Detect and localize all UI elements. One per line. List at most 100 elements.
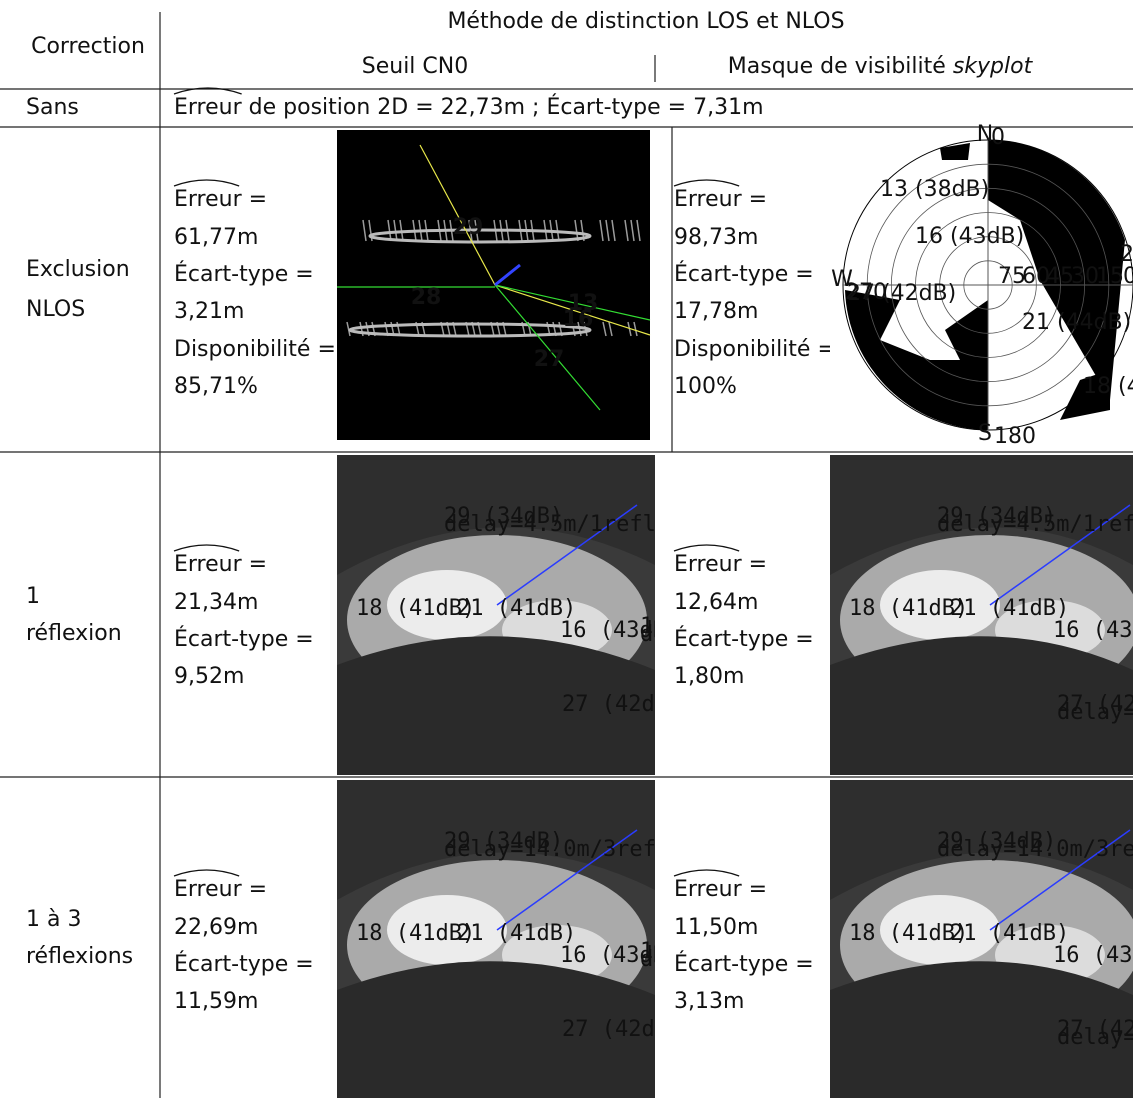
skyplot-satellite: 29 ( <box>1120 242 1133 267</box>
skyplot-satellite: 13 (38dB) <box>880 177 989 202</box>
fisheye-cloud <box>387 895 507 965</box>
fisheye-label: 27 (42dB) <box>1057 1017 1133 1042</box>
image-streak <box>599 219 604 242</box>
skyplot-satellite: 27 (42dB) <box>847 281 956 306</box>
row-label: réflexions <box>26 944 133 969</box>
cell-text: 12,64m <box>674 590 758 615</box>
cell-text: Erreur = <box>174 552 267 577</box>
image-label: 13 <box>568 291 599 316</box>
fisheye-label: delay <box>640 622 706 647</box>
fisheye-label: 21 (41dB) <box>950 921 1069 946</box>
cell-text: 9,52m <box>174 664 244 689</box>
fisheye-label: 29 (34dB) <box>937 504 1056 529</box>
fisheye-label: 13 <box>640 614 667 639</box>
fisheye-label: 18 (41dB) <box>356 596 475 621</box>
fisheye-building <box>830 636 1133 775</box>
fisheye-label: 21 (41dB) <box>457 596 576 621</box>
fisheye-label: 21 (41dB) <box>950 596 1069 621</box>
fisheye-label: 18 (41dB) <box>849 596 968 621</box>
cell-text: 17,78m <box>674 299 758 324</box>
image-ray <box>494 284 651 336</box>
fisheye-label: 13 <box>640 939 667 964</box>
row-label: 1 à 3 <box>26 907 81 932</box>
fisheye-image: 29 (34dB)delay=14.0m/3refl. 18 (41dB)21 (… <box>337 780 682 1098</box>
skyplot-mask <box>940 143 970 160</box>
cell-text: 21,34m <box>174 590 258 615</box>
fisheye-label: delay=14.0m/3refl. <box>937 837 1133 862</box>
fisheye-image: 29 (34dB)delay=14.0m/3refl. 18 (41dB)21 (… <box>830 780 1133 1098</box>
image-streak <box>605 219 610 242</box>
fisheye-label: 27 (42dB) <box>562 692 681 717</box>
header-skyplot: Masque de visibilité skyplot <box>728 54 1034 79</box>
fisheye-building <box>337 455 655 575</box>
fisheye-building <box>337 636 655 775</box>
wide-hat <box>673 869 740 877</box>
skyplot-ring-label: 15 <box>1096 264 1124 289</box>
image-ray <box>419 144 496 286</box>
skyplot-compass: S <box>978 421 992 446</box>
cell-text: 98,73m <box>674 225 758 250</box>
fisheye-label: delay=8.5m/1re <box>1057 700 1133 725</box>
image-label: 29 <box>453 215 484 240</box>
image-label: 27 <box>534 347 565 372</box>
fisheye-label: 18 (41dB) <box>356 921 475 946</box>
header-correction: Correction <box>31 34 145 59</box>
cell-text: 100% <box>674 374 737 399</box>
cell-text: Erreur = <box>674 877 767 902</box>
fisheye-image: 29 (34dB)delay=4.5m/1refl. 18 (41dB)21 (4… <box>830 455 1133 775</box>
skyplot-satellite: 18 (41dB <box>1083 374 1133 399</box>
skyplot-ring-label: 30 <box>1071 264 1099 289</box>
row-label: NLOS <box>26 297 85 322</box>
fisheye-label: delay=4.5m/1refl. <box>444 512 669 537</box>
fisheye-label: 29 (34dB) <box>937 829 1056 854</box>
cell-text: 61,77m <box>174 225 258 250</box>
skyplot-compass: N <box>977 122 993 147</box>
fisheye-label: 16 (43dB) <box>560 943 679 968</box>
fisheye-label: 16 (43dB) <box>1053 618 1133 643</box>
image-ray <box>494 284 601 411</box>
image-streak <box>608 321 613 337</box>
header-method: Méthode de distinction LOS et NLOS <box>447 9 844 34</box>
fisheye-label: delay=14.0m/3refl. <box>444 837 682 862</box>
wide-hat <box>173 869 240 877</box>
image-streak <box>636 219 641 242</box>
fisheye-ray <box>496 504 638 606</box>
image-streak <box>602 321 607 337</box>
skyplot-degree: 270 <box>845 280 887 305</box>
header-cn0: Seuil CN0 <box>362 54 468 79</box>
fisheye-ray <box>496 829 638 931</box>
skyplot-ring-label: 45 <box>1046 264 1074 289</box>
cell-image: 29 (34dB)delay=4.5m/1refl. 18 (41dB)21 (4… <box>830 455 1133 775</box>
skyplot-degree: 180 <box>994 424 1036 449</box>
image-streak <box>387 219 392 242</box>
skyplot-satellite: 21 (44dB) <box>1022 310 1131 335</box>
header-skyplot-italic: skyplot <box>953 54 1034 79</box>
cell-text: 3,13m <box>674 989 744 1014</box>
row-label: Sans <box>26 95 79 120</box>
wide-hat <box>673 179 740 187</box>
cell-text: 11,50m <box>674 915 758 940</box>
fisheye-ray <box>989 829 1131 931</box>
wide-hat <box>173 87 242 95</box>
fisheye-label: 16 (43dB) <box>1053 943 1133 968</box>
fisheye-building <box>337 961 655 1098</box>
image-streak <box>346 321 351 337</box>
row-label: réflexion <box>26 621 122 646</box>
cell-text: 11,59m <box>174 989 258 1014</box>
image-label: 16 <box>563 307 594 332</box>
cell-text: Erreur = <box>174 877 267 902</box>
fisheye-label: 29 (34dB) <box>444 829 563 854</box>
cell-text: Écart-type = <box>174 261 314 287</box>
summary-text: de position 2D = 22,73m ; Écart-type = 7… <box>249 94 764 120</box>
cell-text: Écart-type = <box>174 951 314 977</box>
cell-text: Écart-type = <box>674 951 814 977</box>
wide-hat <box>173 179 240 187</box>
fisheye-label: 16 (43dB) <box>560 618 679 643</box>
image-streak <box>368 228 592 244</box>
cell-image: 29 (34dB)delay=14.0m/3refl. 18 (41dB)21 (… <box>830 780 1133 1098</box>
skyplot-ring-label: 0 <box>1123 264 1133 289</box>
row-label: 1 <box>26 584 40 609</box>
cell-text: Écart-type = <box>174 626 314 652</box>
